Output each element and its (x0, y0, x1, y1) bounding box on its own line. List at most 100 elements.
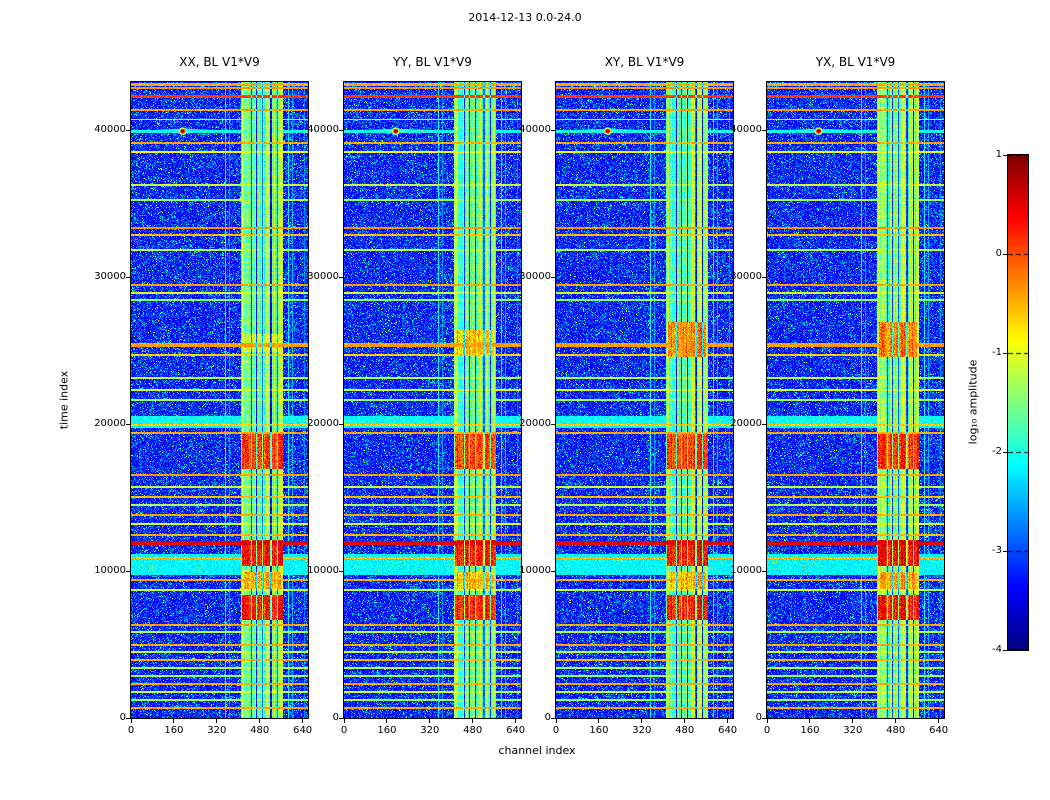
x-tick-mark (598, 719, 600, 723)
y-tick-label: 10000 (307, 565, 339, 577)
colorbar-tick-label: -2 (992, 446, 1002, 457)
y-tick-mark (339, 423, 343, 425)
y-tick-mark (551, 570, 555, 572)
x-tick-label: 640 (293, 725, 313, 736)
heatmap-panel-xx (130, 81, 309, 719)
panel-title-xx: XX, BL V1*V9 (179, 55, 260, 69)
colorbar-tick-mark (1003, 154, 1007, 156)
y-tick-mark (551, 129, 555, 131)
x-tick-label: 320 (843, 725, 863, 736)
heatmap-panel-xy (555, 81, 734, 719)
x-tick-label: 640 (506, 725, 526, 736)
x-tick-mark (386, 719, 388, 723)
y-tick-label: 10000 (730, 565, 762, 577)
x-tick-label: 0 (552, 725, 560, 736)
y-tick-mark (339, 570, 343, 572)
colorbar-tick-label: -3 (992, 545, 1002, 556)
x-tick-label: 480 (250, 725, 270, 736)
x-tick-mark (555, 719, 557, 723)
y-tick-mark (762, 570, 766, 572)
x-tick-mark (515, 719, 517, 723)
x-tick-mark (938, 719, 940, 723)
x-tick-label: 320 (207, 725, 227, 736)
colorbar-tick-mark (1003, 649, 1007, 651)
y-tick-mark (551, 423, 555, 425)
y-tick-label: 20000 (730, 418, 762, 430)
y-tick-mark (551, 276, 555, 278)
y-tick-label: 0 (119, 712, 126, 723)
x-tick-label: 480 (675, 725, 695, 736)
y-tick-label: 0 (544, 712, 551, 723)
colorbar-tick-label: -1 (992, 347, 1002, 358)
y-tick-label: 20000 (307, 418, 339, 430)
x-tick-mark (429, 719, 431, 723)
y-tick-label: 40000 (94, 124, 126, 136)
y-tick-mark (126, 129, 130, 131)
y-tick-label: 0 (332, 712, 339, 723)
x-tick-mark (852, 719, 854, 723)
x-tick-label: 480 (886, 725, 906, 736)
x-tick-label: 160 (377, 725, 397, 736)
y-tick-label: 30000 (307, 271, 339, 283)
x-tick-mark (727, 719, 729, 723)
x-tick-mark (809, 719, 811, 723)
x-tick-mark (302, 719, 304, 723)
x-tick-mark (130, 719, 132, 723)
y-tick-mark (762, 129, 766, 131)
colorbar-gradient (1007, 154, 1029, 651)
x-tick-label: 320 (632, 725, 652, 736)
y-tick-label: 40000 (307, 124, 339, 136)
y-axis-label: time index (57, 370, 71, 430)
heatmap-panel-yx (766, 81, 945, 719)
x-tick-label: 640 (718, 725, 738, 736)
colorbar-tick-mark (1003, 451, 1007, 453)
figure-title: 2014-12-13 0.0-24.0 (468, 11, 582, 24)
x-tick-label: 160 (589, 725, 609, 736)
x-axis-label: channel index (498, 744, 576, 757)
x-tick-mark (173, 719, 175, 723)
y-tick-label: 10000 (94, 565, 126, 577)
y-tick-mark (339, 717, 343, 719)
x-tick-label: 0 (763, 725, 771, 736)
colorbar-tick-mark (1003, 253, 1007, 255)
x-tick-label: 0 (127, 725, 135, 736)
x-tick-mark (684, 719, 686, 723)
y-tick-mark (126, 423, 130, 425)
y-tick-mark (551, 717, 555, 719)
x-tick-mark (641, 719, 643, 723)
y-tick-mark (762, 423, 766, 425)
y-tick-label: 20000 (94, 418, 126, 430)
colorbar-tick-label: 1 (995, 149, 1002, 160)
y-tick-mark (126, 276, 130, 278)
x-tick-label: 0 (340, 725, 348, 736)
y-tick-label: 30000 (94, 271, 126, 283)
y-tick-mark (126, 570, 130, 572)
x-tick-mark (472, 719, 474, 723)
heatmap-panel-yy (343, 81, 522, 719)
colorbar-tick-mark (1003, 550, 1007, 552)
y-tick-label: 40000 (730, 124, 762, 136)
x-tick-label: 320 (420, 725, 440, 736)
x-tick-mark (895, 719, 897, 723)
x-tick-mark (259, 719, 261, 723)
x-tick-label: 480 (463, 725, 483, 736)
y-tick-label: 10000 (519, 565, 551, 577)
x-tick-label: 160 (164, 725, 184, 736)
y-tick-label: 0 (755, 712, 762, 723)
y-tick-mark (339, 129, 343, 131)
colorbar-label: log₁₀ amplitude (966, 359, 980, 445)
x-tick-label: 160 (800, 725, 820, 736)
x-tick-mark (766, 719, 768, 723)
x-tick-mark (343, 719, 345, 723)
y-tick-mark (126, 717, 130, 719)
y-tick-mark (762, 276, 766, 278)
colorbar-tick-mark (1003, 352, 1007, 354)
panel-title-xy: XY, BL V1*V9 (604, 55, 685, 69)
y-tick-label: 30000 (730, 271, 762, 283)
panel-title-yy: YY, BL V1*V9 (393, 55, 472, 69)
colorbar-tick-label: 0 (995, 248, 1002, 259)
y-tick-label: 30000 (519, 271, 551, 283)
x-tick-mark (216, 719, 218, 723)
y-tick-label: 20000 (519, 418, 551, 430)
